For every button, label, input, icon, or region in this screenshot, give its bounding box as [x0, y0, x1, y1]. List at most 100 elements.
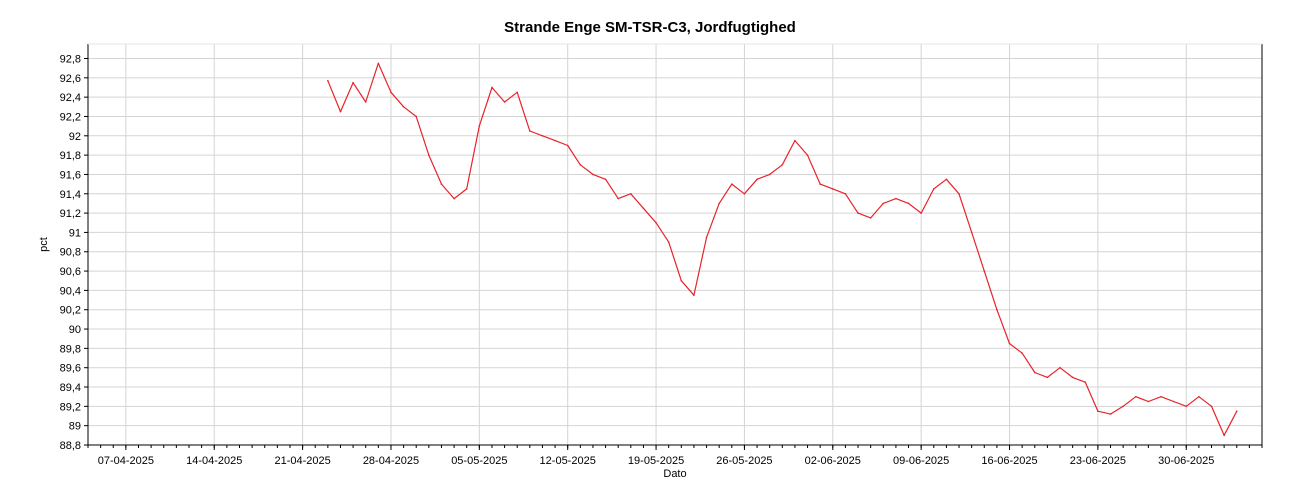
plot-area	[88, 44, 1262, 445]
data-point	[1134, 395, 1137, 398]
data-point	[920, 212, 922, 214]
y-tick-label: 89,6	[60, 363, 81, 375]
data-point	[415, 115, 418, 118]
data-point	[402, 106, 405, 108]
data-point	[1109, 413, 1112, 415]
x-tick-label: 05-05-2025	[451, 455, 507, 467]
data-point	[592, 173, 594, 176]
data-point	[630, 192, 632, 195]
x-tick-label: 14-04-2025	[186, 455, 242, 467]
data-point	[680, 279, 683, 282]
data-point	[642, 207, 645, 210]
y-tick-label: 91	[69, 227, 81, 239]
data-point	[667, 241, 670, 243]
data-point	[377, 62, 380, 65]
y-tick-label: 91,2	[60, 208, 81, 220]
data-point	[819, 183, 821, 185]
data-point	[554, 139, 556, 142]
data-point	[882, 202, 885, 205]
data-point	[970, 231, 973, 234]
data-point	[857, 212, 859, 214]
data-point	[958, 192, 960, 195]
x-tick-label: 26-05-2025	[716, 455, 772, 467]
data-point	[844, 192, 847, 195]
data-point	[705, 236, 708, 239]
data-point	[781, 163, 784, 166]
data-point	[743, 192, 746, 195]
y-tick-label: 90	[69, 324, 81, 336]
y-tick-label: 89,4	[60, 382, 81, 394]
y-tick-label: 89,8	[60, 343, 81, 355]
y-tick-label: 91,8	[60, 150, 81, 162]
y-tick-label: 92,2	[60, 111, 81, 123]
data-point	[806, 154, 809, 156]
data-point	[1210, 405, 1213, 408]
data-point	[604, 178, 607, 181]
data-point	[541, 134, 544, 137]
y-tick-label: 89,2	[60, 401, 81, 413]
data-point	[579, 163, 582, 166]
data-point	[566, 144, 569, 147]
y-tick-label: 90,8	[60, 247, 81, 259]
data-point	[1122, 405, 1124, 408]
data-point	[996, 308, 998, 311]
data-point	[907, 202, 910, 205]
data-point	[1185, 405, 1188, 408]
y-tick-label: 91,6	[60, 169, 81, 181]
x-tick-label: 16-06-2025	[981, 455, 1037, 467]
y-tick-label: 92,4	[60, 92, 81, 104]
y-tick-label: 90,2	[60, 305, 81, 317]
data-point	[1160, 395, 1162, 398]
data-point	[1033, 371, 1036, 374]
data-point	[1172, 400, 1175, 403]
data-point	[1059, 366, 1061, 369]
data-point	[983, 270, 986, 272]
y-tick-label: 92,6	[60, 73, 81, 85]
data-point	[503, 101, 506, 103]
data-point	[1147, 400, 1150, 403]
y-axis-label: pct	[38, 237, 50, 252]
data-point	[756, 178, 758, 181]
data-point	[516, 91, 519, 94]
x-axis-label: Dato	[663, 468, 686, 480]
data-point	[869, 217, 872, 219]
data-point	[945, 178, 948, 181]
chart-title: Strande Enge SM-TSR-C3, Jordfugtighed	[504, 19, 796, 36]
data-point	[768, 173, 771, 176]
x-tick-label: 19-05-2025	[628, 455, 684, 467]
y-tick-label: 89	[69, 421, 81, 433]
x-tick-label: 12-05-2025	[540, 455, 596, 467]
data-point	[1235, 410, 1238, 412]
data-point	[529, 130, 531, 132]
data-point	[932, 188, 935, 190]
data-point	[327, 79, 329, 82]
data-point	[1071, 376, 1074, 379]
x-tick-label: 23-06-2025	[1070, 455, 1126, 467]
data-point	[428, 154, 430, 156]
data-point	[352, 81, 354, 84]
data-point	[655, 221, 657, 224]
data-point	[617, 197, 619, 200]
data-point	[465, 188, 468, 190]
data-point	[364, 101, 367, 103]
data-point	[1008, 342, 1011, 345]
x-tick-label: 07-04-2025	[98, 455, 154, 467]
data-point	[1021, 352, 1023, 355]
data-point	[478, 125, 481, 127]
x-tick-label: 30-06-2025	[1158, 455, 1214, 467]
x-tick-label: 28-04-2025	[363, 455, 419, 467]
data-point	[718, 202, 720, 205]
x-tick-label: 21-04-2025	[274, 455, 330, 467]
data-point	[895, 197, 897, 200]
data-point	[491, 86, 493, 89]
y-tick-label: 88,8	[60, 440, 81, 452]
data-point	[1097, 410, 1099, 412]
data-point	[1198, 395, 1200, 398]
data-point	[731, 183, 733, 185]
data-point	[1046, 376, 1049, 379]
y-tick-label: 92,8	[60, 53, 81, 65]
data-point	[453, 197, 455, 200]
data-point	[794, 139, 796, 142]
